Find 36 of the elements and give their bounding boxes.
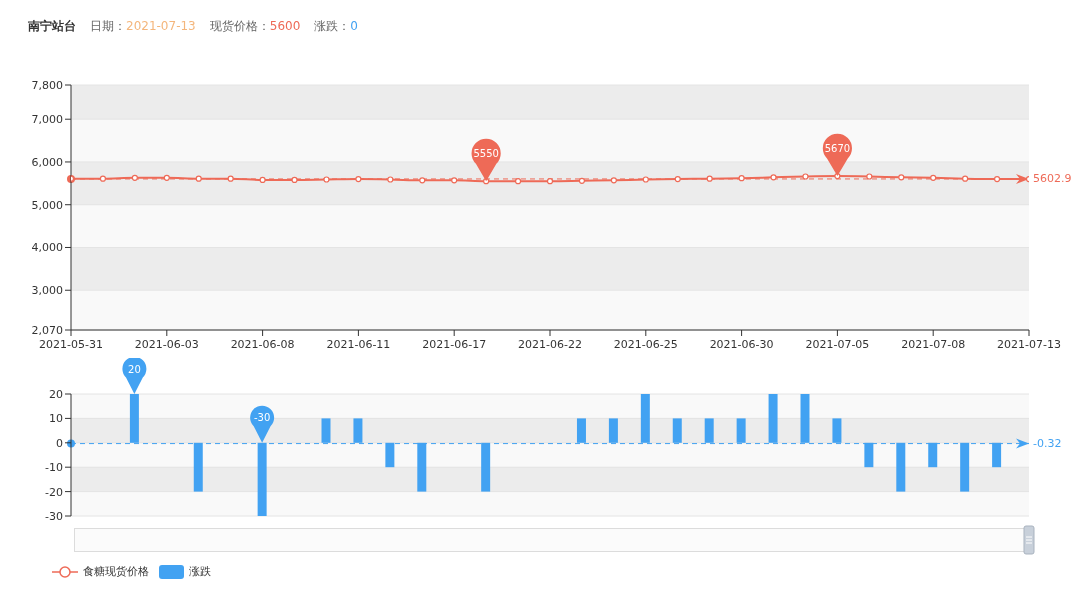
y-tick-label: 0	[56, 436, 63, 450]
x-tick-label: 2021-05-31	[39, 337, 103, 351]
data-label: 5550	[473, 148, 499, 160]
text: 日期：2021-07-13	[90, 19, 196, 33]
data-label: -30	[253, 412, 271, 424]
x-tick-label: 2021-07-05	[805, 337, 870, 351]
x-tick-label: 2021-06-25	[613, 337, 678, 351]
text: 现货价格：5600	[209, 19, 301, 33]
y-tick-label: 10	[49, 412, 63, 426]
x-tick-label: 2021-06-30	[709, 337, 774, 351]
y-tick-label: -10	[45, 461, 63, 475]
x-tick-label: 2021-06-08	[230, 337, 295, 351]
text: 涨跌：0	[314, 19, 358, 33]
legend-label: 涨跌	[189, 564, 211, 579]
y-tick-label: 3,000	[31, 284, 63, 298]
x-tick-label: 2021-06-03	[134, 337, 199, 351]
ref-line-label: -0.32	[1033, 437, 1062, 451]
x-tick-label: 2021-06-17	[422, 337, 487, 351]
y-tick-label: 4,000	[31, 241, 63, 255]
x-tick-label: 2021-06-22	[518, 337, 582, 351]
x-tick-label: 2021-07-13	[997, 337, 1061, 351]
y-tick-label: 2,070	[31, 323, 63, 337]
chart-title: 南宁站台	[28, 18, 76, 35]
y-tick-label: 7,000	[31, 113, 63, 127]
ref-line-label: 5602.9	[1033, 172, 1072, 186]
y-tick-label: 7,800	[31, 78, 63, 92]
data-label: 5670	[824, 142, 851, 154]
y-tick-label: -30	[45, 509, 63, 523]
data-label: 20	[128, 363, 141, 375]
y-tick-label: -20	[45, 485, 63, 499]
y-tick-label: 20	[49, 387, 63, 401]
legend-label: 食糖现货价格	[83, 564, 149, 579]
y-tick-label: 6,000	[31, 155, 63, 169]
y-tick-label: 5,000	[31, 198, 63, 212]
x-tick-label: 2021-07-08	[901, 337, 966, 351]
x-tick-label: 2021-06-11	[326, 337, 391, 351]
